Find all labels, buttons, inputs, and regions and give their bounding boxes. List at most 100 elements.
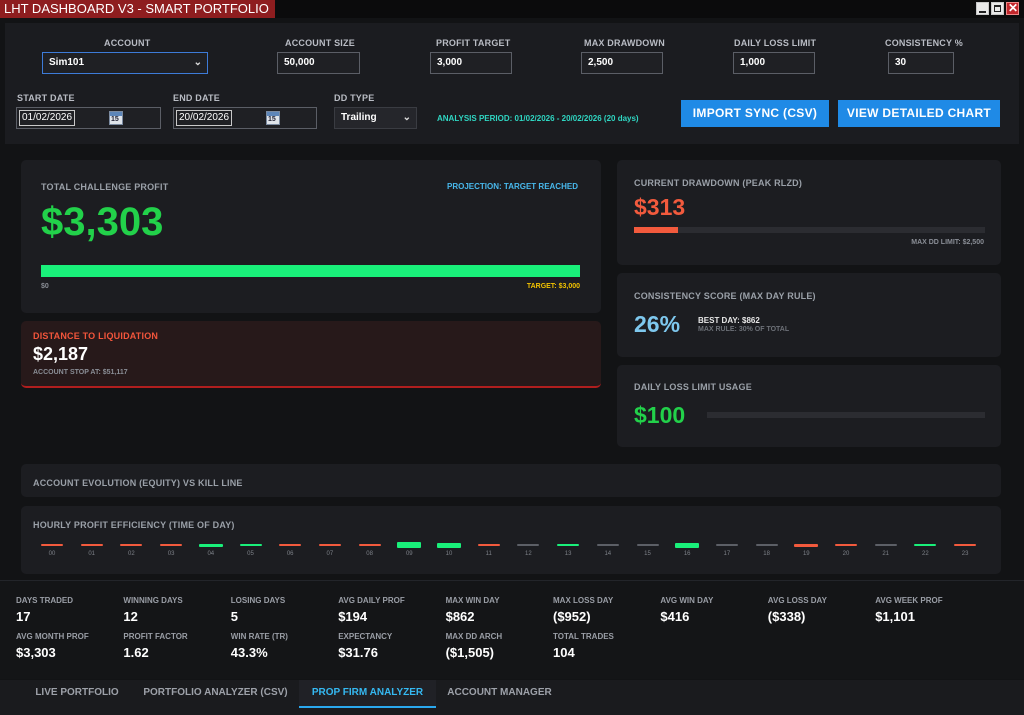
dd-type-select[interactable]: Trailing ⌄ (334, 107, 417, 129)
hour-bar-22 (914, 544, 937, 546)
profit-value: $3,303 (41, 200, 164, 244)
hour-bar-21 (874, 544, 897, 546)
view-chart-button[interactable]: VIEW DETAILED CHART (838, 100, 1000, 127)
daily-loss-label: DAILY LOSS LIMIT (734, 38, 817, 48)
consistency-title: CONSISTENCY SCORE (MAX DAY RULE) (634, 291, 816, 301)
title-bar: LHT DASHBOARD V3 - SMART PORTFOLIO ✕ (0, 0, 1024, 18)
tab-account-manager[interactable]: ACCOUNT MANAGER (447, 687, 552, 698)
calendar-icon[interactable]: 15 (109, 111, 123, 125)
account-value: Sim101 (49, 57, 85, 68)
hour-bar-17 (715, 544, 738, 546)
hour-label-12: 12 (525, 551, 532, 557)
hourly-section: HOURLY PROFIT EFFICIENCY (TIME OF DAY) 0… (21, 506, 1001, 574)
profit-card: TOTAL CHALLENGE PROFIT PROJECTION: TARGE… (21, 160, 601, 313)
close-button[interactable]: ✕ (1006, 1, 1019, 15)
tab-portfolio-analyzer[interactable]: PORTFOLIO ANALYZER (CSV) (143, 687, 288, 698)
stat-label: WINNING DAYS (123, 596, 183, 605)
bottom-tabs: LIVE PORTFOLIO PORTFOLIO ANALYZER (CSV) … (0, 680, 1024, 715)
end-date-picker[interactable]: 20/02/2026 15 (173, 107, 317, 129)
start-date-value: 01/02/2026 (19, 110, 76, 126)
stat-value: $1,101 (875, 609, 915, 624)
account-size-label: ACCOUNT SIZE (285, 38, 355, 48)
hour-label-14: 14 (604, 551, 612, 557)
stat-label: AVG MONTH PROF (16, 632, 89, 641)
chevron-down-icon: ⌄ (193, 57, 202, 68)
hour-label-06: 06 (286, 551, 294, 557)
maximize-button[interactable] (991, 2, 1004, 15)
stat-value: $862 (445, 609, 475, 624)
max-drawdown-field[interactable]: 2,500 (581, 52, 663, 74)
hour-bar-18 (755, 544, 778, 546)
stat-value: $416 (660, 609, 690, 624)
hour-bar-23 (954, 544, 977, 546)
best-day: BEST DAY: $862 (698, 316, 760, 325)
equity-section: ACCOUNT EVOLUTION (EQUITY) VS KILL LINE (21, 464, 1001, 497)
hour-bar-11 (477, 544, 500, 546)
stat-label: MAX LOSS DAY (553, 596, 614, 605)
max-drawdown-label: MAX DRAWDOWN (584, 38, 665, 48)
account-stop: ACCOUNT STOP AT: $51,117 (33, 369, 128, 376)
profit-target-label: TARGET: $3,000 (526, 283, 580, 290)
profit-progress-track (41, 265, 580, 277)
hour-label-00: 00 (48, 551, 56, 557)
hour-bar-12 (517, 544, 540, 546)
hour-label-07: 07 (326, 551, 334, 557)
daily-loss-card: DAILY LOSS LIMIT USAGE $100 (617, 365, 1001, 447)
profit-target-label: PROFIT TARGET (436, 38, 511, 48)
calendar-icon[interactable]: 15 (266, 111, 280, 125)
hour-bar-06 (279, 544, 302, 546)
daily-loss-value: $100 (634, 402, 686, 428)
stat-value: 104 (553, 645, 575, 660)
hour-bar-05 (239, 544, 262, 546)
liquidation-value: $2,187 (33, 344, 89, 364)
stat-value: 1.62 (123, 645, 149, 660)
stat-value: ($338) (767, 609, 806, 624)
drawdown-value: $313 (634, 194, 686, 220)
hour-bar-08 (358, 544, 381, 546)
minimize-button[interactable] (976, 2, 989, 15)
import-sync-button[interactable]: IMPORT SYNC (CSV) (681, 100, 829, 127)
stat-value: ($1,505) (445, 645, 495, 660)
profit-target-field[interactable]: 3,000 (430, 52, 512, 74)
stat-value: ($952) (553, 609, 591, 624)
hour-label-10: 10 (445, 551, 453, 557)
hourly-title: HOURLY PROFIT EFFICIENCY (TIME OF DAY) (33, 520, 235, 530)
stat-value: 17 (16, 609, 31, 624)
liquidation-card: DISTANCE TO LIQUIDATION $2,187 ACCOUNT S… (21, 321, 601, 388)
hour-label-16: 16 (683, 551, 691, 557)
start-date-picker[interactable]: 01/02/2026 15 (16, 107, 161, 129)
hour-bar-01 (80, 544, 103, 546)
hour-label-13: 13 (564, 551, 572, 557)
profit-progress-fill (41, 265, 580, 277)
account-size-field[interactable]: 50,000 (277, 52, 360, 74)
max-dd-limit: MAX DD LIMIT: $2,500 (911, 239, 984, 246)
dd-type-label: DD TYPE (334, 93, 375, 103)
hour-label-05: 05 (247, 551, 254, 557)
hour-bar-02 (120, 544, 143, 546)
stat-label: PROFIT FACTOR (123, 632, 188, 641)
hour-label-02: 02 (128, 551, 135, 557)
hour-bar-04 (198, 544, 223, 547)
hour-label-11: 11 (485, 551, 492, 557)
hour-bar-07 (318, 544, 341, 546)
consistency-field[interactable]: 30 (888, 52, 954, 74)
daily-loss-field[interactable]: 1,000 (733, 52, 815, 74)
equity-title: ACCOUNT EVOLUTION (EQUITY) VS KILL LINE (33, 478, 243, 488)
hour-label-20: 20 (842, 551, 850, 557)
stat-value: 43.3% (230, 645, 268, 660)
drawdown-card: CURRENT DRAWDOWN (PEAK RLZD) $313 MAX DD… (617, 160, 1001, 265)
stat-label: TOTAL TRADES (553, 632, 614, 641)
stat-label: MAX WIN DAY (445, 596, 500, 605)
tab-live-portfolio[interactable]: LIVE PORTFOLIO (35, 687, 119, 698)
hour-bar-20 (835, 544, 857, 546)
tab-prop-firm-analyzer[interactable]: PROP FIRM ANALYZER (299, 680, 436, 708)
drawdown-track (634, 227, 985, 233)
stat-value: 5 (230, 609, 239, 624)
stats-panel: DAYS TRADED 17 WINNING DAYS 12 LOSING DAYS 5 A… (0, 580, 1024, 679)
hour-label-17: 17 (723, 551, 731, 557)
stat-value: $3,303 (16, 645, 56, 660)
account-select[interactable]: Sim101 ⌄ (42, 52, 208, 74)
hour-bar-15 (636, 544, 659, 546)
stat-label: EXPECTANCY (338, 632, 393, 641)
